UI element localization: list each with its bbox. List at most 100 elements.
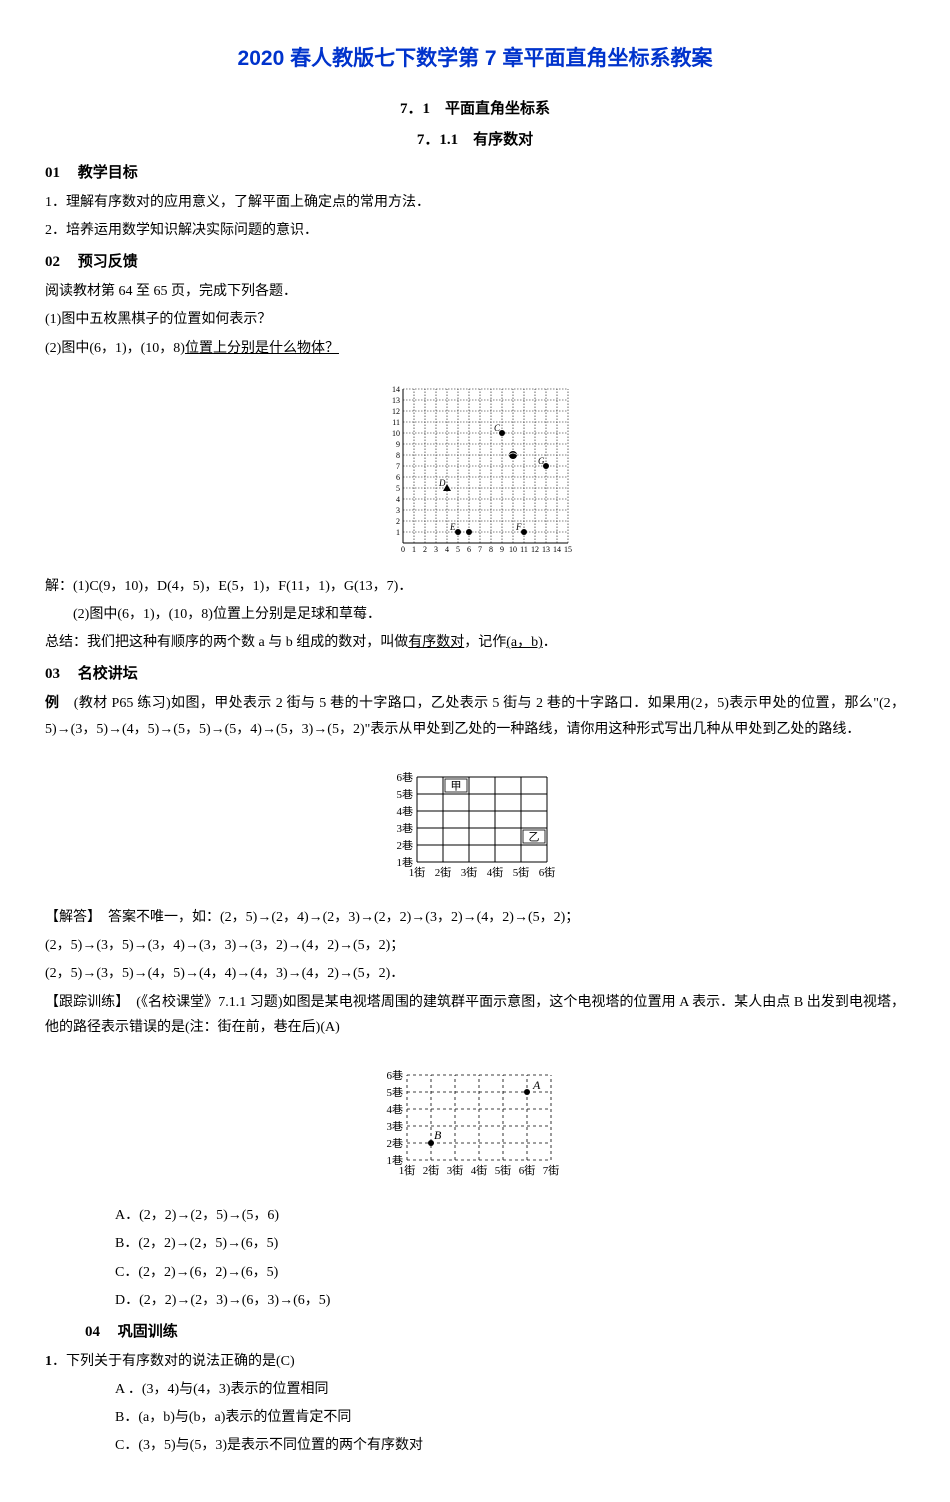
svg-text:13: 13 xyxy=(392,396,400,405)
svg-text:4: 4 xyxy=(396,495,400,504)
svg-text:4: 4 xyxy=(445,545,449,553)
svg-text:7: 7 xyxy=(396,462,400,471)
svg-text:14: 14 xyxy=(553,545,561,553)
summary-b: ，记作 xyxy=(464,635,506,650)
svg-text:B: B xyxy=(434,1128,442,1142)
svg-text:1: 1 xyxy=(412,545,416,553)
svg-text:C: C xyxy=(494,423,501,433)
section-03-label: 名校讲坛 xyxy=(78,666,138,682)
section-04-num: 04 xyxy=(85,1324,100,1340)
section-02-label: 预习反馈 xyxy=(78,254,138,270)
svg-text:E: E xyxy=(449,522,456,532)
svg-text:9: 9 xyxy=(396,440,400,449)
answer-2: (2)图中(6，1)，(10，8)位置上分别是足球和草莓． xyxy=(45,602,905,627)
subtitle-1: 7．1 平面直角坐标系 xyxy=(45,96,905,123)
svg-text:6: 6 xyxy=(467,545,471,553)
svg-text:6: 6 xyxy=(396,473,400,482)
svg-text:3: 3 xyxy=(434,545,438,553)
svg-text:F: F xyxy=(515,522,522,532)
summary-a: 总结：我们把这种有顺序的两个数 a 与 b 组成的数对，叫做 xyxy=(45,635,408,650)
svg-text:0: 0 xyxy=(401,545,405,553)
svg-text:15: 15 xyxy=(564,545,572,553)
svg-text:10: 10 xyxy=(392,429,400,438)
example-para: 例 (教材 P65 练习)如图，甲处表示 2 街与 5 巷的十字路口，乙处表示 … xyxy=(45,691,905,741)
option-d: D．(2，2)→(2，3)→(6，3)→(6，5) xyxy=(45,1288,905,1313)
svg-text:7: 7 xyxy=(478,545,482,553)
svg-text:12: 12 xyxy=(531,545,539,553)
section-01-label: 教学目标 xyxy=(78,165,138,181)
track-text: (《名校课堂》7.1.1 习题)如图是某电视塔周围的建筑群平面示意图，这个电视塔… xyxy=(45,995,905,1035)
section-03-head: 03 名校讲坛 xyxy=(45,661,905,688)
track-label: 【跟踪训练】 xyxy=(45,995,136,1010)
svg-text:6街: 6街 xyxy=(539,865,556,879)
svg-text:6巷: 6巷 xyxy=(387,1069,404,1082)
svg-text:8: 8 xyxy=(489,545,493,553)
solve-2: (2，5)→(3，5)→(3，4)→(3，3)→(3，2)→(4，2)→(5，2… xyxy=(45,933,905,958)
svg-text:D: D xyxy=(438,478,446,488)
answer-1: 解：(1)C(9，10)，D(4，5)，E(5，1)，F(11，1)，G(13，… xyxy=(45,574,905,599)
goal-2: 2．培养运用数学知识解决实际问题的意识． xyxy=(45,218,905,243)
chart-2: 6巷5巷4巷3巷2巷1巷1街2街3街4街5街6街甲乙 xyxy=(385,754,565,884)
svg-text:6街: 6街 xyxy=(519,1163,536,1177)
q1-stem-text: ．下列关于有序数对的说法正确的是(C) xyxy=(52,1354,295,1369)
svg-text:4街: 4街 xyxy=(487,865,504,879)
svg-text:3街: 3街 xyxy=(461,865,478,879)
svg-text:4街: 4街 xyxy=(471,1163,488,1177)
svg-text:5: 5 xyxy=(456,545,460,553)
svg-text:1街: 1街 xyxy=(409,865,426,879)
svg-text:14: 14 xyxy=(392,385,400,394)
svg-text:13: 13 xyxy=(542,545,550,553)
svg-text:2: 2 xyxy=(423,545,427,553)
example-text: (教材 P65 练习)如图，甲处表示 2 街与 5 巷的十字路口，乙处表示 5 … xyxy=(45,696,905,736)
chart-2-container: 6巷5巷4巷3巷2巷1巷1街2街3街4街5街6街甲乙 xyxy=(45,754,905,893)
option-b: B．(2，2)→(2，5)→(6，5) xyxy=(45,1231,905,1256)
solve-1: 答案不唯一，如：(2，5)→(2，4)→(2，3)→(2，2)→(3，2)→(4… xyxy=(108,910,579,925)
svg-text:9: 9 xyxy=(500,545,504,553)
svg-text:11: 11 xyxy=(392,418,400,427)
summary-u2: (a，b) xyxy=(506,635,543,650)
q1-stem: 1．下列关于有序数对的说法正确的是(C) xyxy=(45,1349,905,1374)
svg-text:7街: 7街 xyxy=(543,1163,560,1177)
section-02-head: 02 预习反馈 xyxy=(45,249,905,276)
pre-3: (2)图中(6，1)，(10，8)位置上分别是什么物体？ xyxy=(45,336,905,361)
svg-text:1街: 1街 xyxy=(399,1163,416,1177)
chart-3: 6巷5巷4巷3巷2巷1巷1街2街3街4街5街6街7街AB xyxy=(375,1052,575,1182)
option-a: A．(2，2)→(2，5)→(5，6) xyxy=(45,1203,905,1228)
summary-c: ． xyxy=(543,635,557,650)
solve-3: (2，5)→(3，5)→(4，5)→(4，4)→(4，3)→(4，2)→(5，2… xyxy=(45,961,905,986)
svg-text:2街: 2街 xyxy=(435,865,452,879)
svg-text:12: 12 xyxy=(392,407,400,416)
section-01-num: 01 xyxy=(45,165,60,181)
section-04-label: 巩固训练 xyxy=(118,1324,178,1340)
svg-text:5巷: 5巷 xyxy=(397,788,414,801)
svg-text:甲: 甲 xyxy=(451,780,462,792)
svg-text:6巷: 6巷 xyxy=(397,771,414,784)
svg-text:10: 10 xyxy=(509,545,517,553)
example-label: 例 xyxy=(45,696,74,711)
chart-3-container: 6巷5巷4巷3巷2巷1巷1街2街3街4街5街6街7街AB xyxy=(45,1052,905,1191)
chart-1-container: 0123456789101112131415123456789101112131… xyxy=(45,373,905,562)
svg-text:4巷: 4巷 xyxy=(387,1103,404,1116)
svg-text:3街: 3街 xyxy=(447,1163,464,1177)
svg-text:乙: 乙 xyxy=(529,830,540,843)
section-03-num: 03 xyxy=(45,666,60,682)
q1-num: 1 xyxy=(45,1354,52,1369)
svg-text:2: 2 xyxy=(396,517,400,526)
subtitle-2: 7．1.1 有序数对 xyxy=(45,127,905,154)
solve-line-1: 【解答】 答案不唯一，如：(2，5)→(2，4)→(2，3)→(2，2)→(3，… xyxy=(45,905,905,930)
section-04-head: 04 巩固训练 xyxy=(45,1319,905,1346)
chart-1: 0123456789101112131415123456789101112131… xyxy=(378,373,573,553)
svg-text:G: G xyxy=(538,456,545,466)
svg-text:1: 1 xyxy=(396,528,400,537)
section-01-head: 01 教学目标 xyxy=(45,160,905,187)
main-title: 2020 春人教版七下数学第 7 章平面直角坐标系教案 xyxy=(45,40,905,78)
svg-text:5巷: 5巷 xyxy=(387,1086,404,1099)
summary: 总结：我们把这种有顺序的两个数 a 与 b 组成的数对，叫做有序数对，记作(a，… xyxy=(45,630,905,655)
option-c: C．(2，2)→(6，2)→(6，5) xyxy=(45,1260,905,1285)
svg-text:3巷: 3巷 xyxy=(397,822,414,835)
svg-text:3巷: 3巷 xyxy=(387,1120,404,1133)
pre-3a: (2)图中(6，1)，(10，8) xyxy=(45,341,185,356)
svg-text:5街: 5街 xyxy=(513,865,530,879)
q1-c: C．(3，5)与(5，3)是表示不同位置的两个有序数对 xyxy=(45,1433,905,1458)
svg-text:4巷: 4巷 xyxy=(397,805,414,818)
